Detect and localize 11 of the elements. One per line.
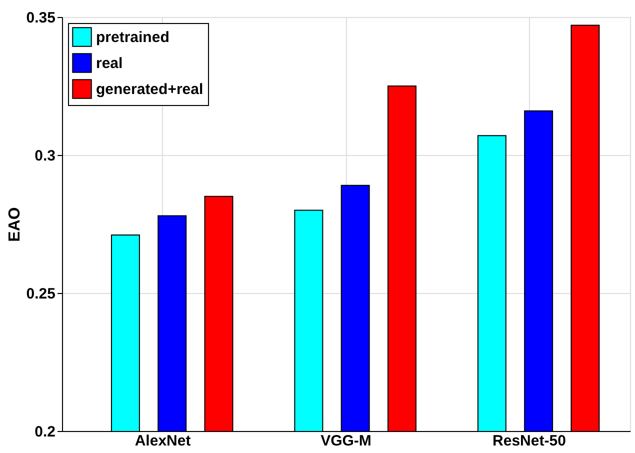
- x-tick-label: VGG-M: [320, 432, 372, 450]
- y-tick-label: 0.35: [26, 10, 56, 26]
- y-axis-title: EAO: [6, 207, 24, 242]
- y-tick-label: 0.25: [26, 286, 56, 302]
- legend-label: generated+real: [96, 81, 204, 98]
- legend-label: real: [96, 55, 123, 72]
- y-tick-label: 0.3: [34, 148, 56, 164]
- x-tick-label: ResNet-50: [492, 432, 566, 450]
- x-tick-label: AlexNet: [134, 432, 191, 450]
- legend-label: pretrained: [96, 29, 170, 46]
- y-tick-label: 0.2: [34, 424, 56, 440]
